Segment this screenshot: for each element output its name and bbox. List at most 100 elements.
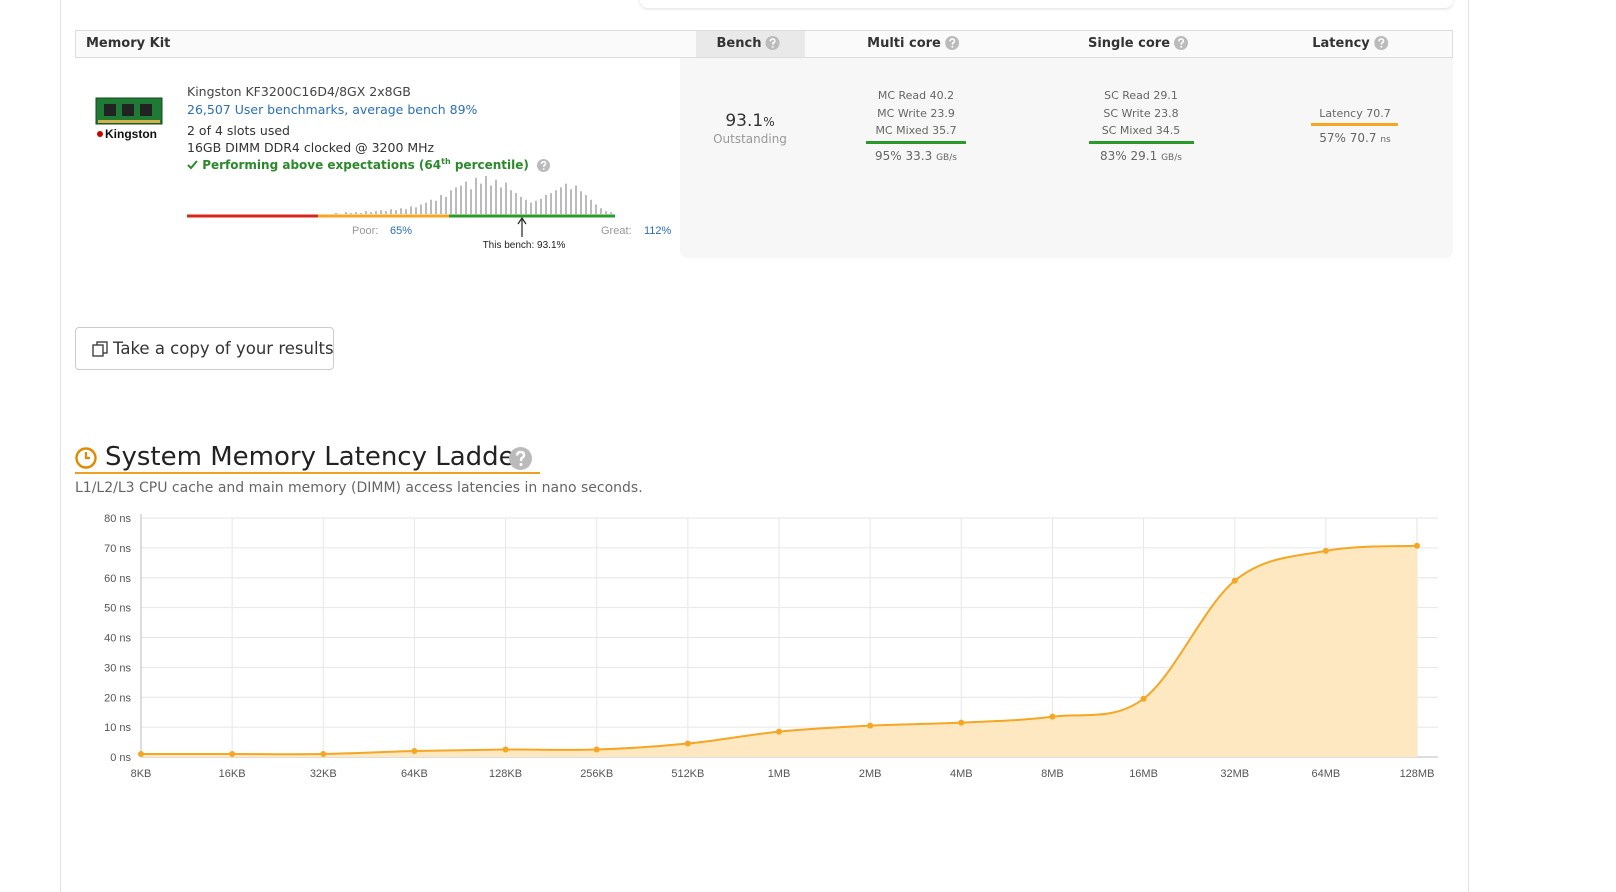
x-tick-label: 1MB [768, 768, 791, 780]
clock-icon [75, 447, 97, 469]
metric: MC Mixed 35.7 [875, 124, 957, 137]
point [229, 751, 236, 758]
point [776, 728, 782, 735]
y-tick-label: 80 ns [104, 513, 131, 525]
x-tick-label: 32MB [1220, 768, 1249, 780]
point [958, 719, 965, 726]
score-bar [1311, 123, 1398, 126]
point [1322, 547, 1329, 554]
line [140, 544, 1418, 756]
summary-unit: ns [1380, 135, 1391, 145]
y-tick-label: 60 ns [104, 573, 131, 585]
metric: MC Write 23.9 [877, 107, 955, 120]
x-tick-label: 16KB [219, 768, 246, 780]
summary: 95% 33.3 GB/s [875, 149, 957, 163]
point [1414, 542, 1420, 549]
header-text: Multi core [867, 36, 941, 51]
performance-text: percentile) [450, 158, 529, 172]
header-text: Single core [1087, 36, 1171, 51]
point [593, 746, 600, 753]
summary: 83% 29.1 GB/s [1100, 149, 1182, 163]
metric: SC Write 23.8 [1103, 107, 1179, 120]
check-icon [187, 160, 198, 170]
help-icon[interactable] [1373, 36, 1388, 50]
summary: 57% 70.7 ns [1319, 131, 1390, 145]
score-bar [866, 141, 966, 144]
summary-unit: GB/s [936, 153, 957, 163]
point [411, 748, 418, 755]
great-value: 112% [644, 225, 672, 237]
help-icon[interactable] [944, 36, 959, 50]
benchmarks-link[interactable]: 26,507 User benchmarks, average bench 89… [187, 102, 478, 117]
point [684, 740, 691, 747]
x-tick-label: 128KB [489, 768, 522, 780]
x-tick-label: 64KB [401, 768, 428, 780]
y-tick-label: 10 ns [104, 722, 131, 734]
bench-value: 93.1 [725, 111, 764, 131]
help-icon[interactable] [537, 159, 551, 172]
x-tick-label: 512KB [671, 768, 704, 780]
column-header: Memory Kit [86, 36, 171, 51]
point [138, 751, 144, 758]
bench-score: 93.1% [725, 111, 774, 131]
container-border [60, 0, 61, 892]
kit-logo: Kingston [95, 97, 163, 141]
section-title: System Memory Latency Ladder [105, 442, 526, 472]
summary-unit: GB/s [1161, 153, 1182, 163]
column-header[interactable]: Single core [1087, 36, 1189, 51]
y-tick-label: 50 ns [104, 603, 131, 615]
area [141, 545, 1417, 757]
kit-name: Kingston KF3200C16D4/8GX 2x8GB [187, 84, 411, 99]
y-tick-label: 20 ns [104, 692, 131, 704]
header-text: Bench [716, 36, 762, 51]
y-tick-label: 0 ns [110, 752, 131, 764]
x-tick-label: 8KB [131, 768, 152, 780]
y-tick-label: 40 ns [104, 633, 131, 645]
point [320, 751, 327, 758]
metric: Latency 70.7 [1319, 107, 1391, 120]
title-underline [75, 472, 540, 474]
x-tick-label: 128MB [1400, 768, 1435, 780]
metric: SC Mixed 34.5 [1101, 124, 1181, 137]
metric: SC Read 29.1 [1104, 89, 1178, 102]
poor-label: Poor: [352, 225, 378, 237]
x-tick-label: 2MB [859, 768, 882, 780]
help-icon[interactable] [509, 447, 532, 470]
point [502, 746, 509, 753]
great-label: Great: [601, 225, 632, 237]
summary-value: 95% 33.3 [875, 149, 933, 163]
summary-value: 83% 29.1 [1100, 149, 1158, 163]
x-tick-label: 256KB [580, 768, 613, 780]
sorted-column [696, 31, 805, 57]
point [1140, 695, 1147, 702]
score-bar [1089, 141, 1194, 144]
section-subtitle: L1/L2/L3 CPU cache and main memory (DIMM… [75, 480, 643, 496]
help-icon[interactable] [765, 36, 780, 50]
performance: Performing above expectations (64th perc… [187, 157, 551, 172]
point [867, 722, 874, 729]
x-tick-label: 4MB [950, 768, 973, 780]
performance-sup: th [441, 157, 451, 166]
poor-value: 65% [390, 225, 412, 237]
header-text: Latency [1312, 36, 1370, 51]
y-tick-label: 70 ns [104, 543, 131, 555]
column-header[interactable]: Bench [717, 36, 780, 51]
logo-text: Kingston [105, 127, 157, 141]
y-tick-label: 30 ns [104, 662, 131, 674]
column-header[interactable]: Latency [1312, 36, 1388, 51]
button-label: Take a copy of your results [113, 339, 334, 358]
metric: MC Read 40.2 [877, 89, 955, 102]
x-tick-label: 32KB [310, 768, 337, 780]
bench-unit: % [763, 115, 775, 129]
result-row [680, 58, 1453, 258]
x-tick-label: 16MB [1129, 768, 1158, 780]
clock: 16GB DIMM DDR4 clocked @ 3200 MHz [187, 140, 435, 155]
bench-arrow [517, 216, 527, 237]
copy-button[interactable]: Take a copy of your results [75, 327, 334, 370]
column-header[interactable]: Multi core [867, 36, 959, 51]
bench-rating: Outstanding [713, 132, 787, 146]
help-icon[interactable] [1174, 36, 1189, 50]
x-tick-label: 8MB [1041, 768, 1064, 780]
